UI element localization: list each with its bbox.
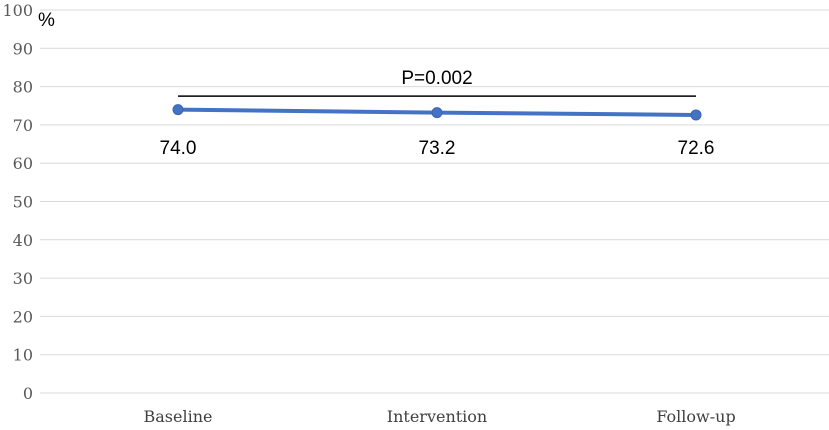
x-axis-ticks: Baseline Intervention Follow-up (144, 407, 736, 426)
y-tick-label-100: 100 (2, 1, 33, 20)
series-group: 74.0 73.2 72.6 (160, 104, 715, 159)
data-point-intervention (431, 107, 443, 119)
y-tick-label-80: 80 (13, 78, 33, 97)
x-tick-label-intervention: Intervention (387, 407, 487, 426)
y-tick-label-90: 90 (13, 39, 33, 58)
y-tick-label-50: 50 (13, 193, 33, 212)
data-point-baseline (172, 104, 184, 116)
y-axis-ticks: 0 10 20 30 40 50 60 70 80 90 100 (2, 1, 33, 403)
y-tick-label-20: 20 (13, 307, 33, 326)
y-tick-label-10: 10 (13, 346, 33, 365)
y-tick-label-30: 30 (13, 269, 33, 288)
data-label-baseline: 74.0 (160, 138, 197, 159)
y-tick-label-60: 60 (13, 154, 33, 173)
data-label-follow-up: 72.6 (678, 138, 715, 159)
x-tick-label-follow-up: Follow-up (656, 407, 735, 426)
data-point-follow-up (690, 109, 702, 121)
data-label-intervention: 73.2 (419, 138, 456, 159)
significance-annotation: P=0.002 (178, 68, 696, 97)
x-tick-label-baseline: Baseline (144, 407, 213, 426)
gridlines (40, 9, 829, 394)
y-axis-unit-label: % (38, 10, 55, 31)
y-tick-label-0: 0 (23, 384, 33, 403)
y-tick-label-40: 40 (13, 231, 33, 250)
p-value-label: P=0.002 (401, 68, 472, 89)
y-tick-label-70: 70 (13, 116, 33, 135)
